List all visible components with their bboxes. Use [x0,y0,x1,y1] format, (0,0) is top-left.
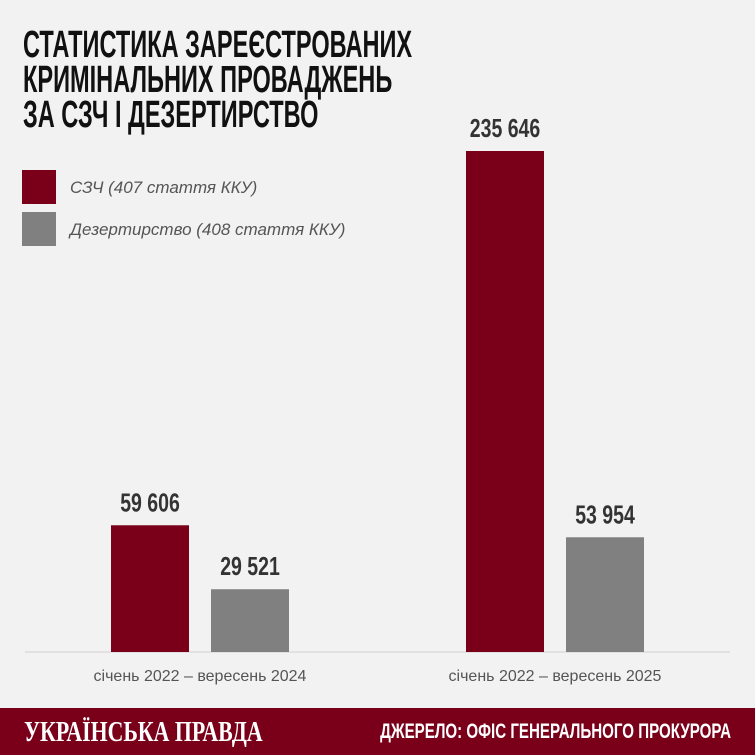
footer-brand-group: УКРАЇНСЬКА ПРАВДА [24,718,263,748]
chart-title-group: СТАТИСТИКА ЗАРЕЄСТРОВАНИХ [23,22,412,65]
chart-title: ЗА СЗЧ І ДЕЗЕРТИРСТВО [23,92,318,135]
value-label: 29 521 [220,551,280,580]
value-label-group: 53 954 [575,500,635,529]
x-tick-label: січень 2022 – вересень 2025 [449,668,662,685]
footer-band [0,708,755,755]
legend-swatch [22,212,56,246]
chart-title: СТАТИСТИКА ЗАРЕЄСТРОВАНИХ [23,22,412,65]
value-label-group: 29 521 [220,551,280,580]
bar [566,537,644,652]
bar [111,525,189,652]
x-tick-label: січень 2022 – вересень 2024 [94,668,307,685]
value-label-group: 235 646 [470,113,540,142]
value-label-group: 59 606 [120,488,180,517]
footer-source-group: ДЖЕРЕЛО: ОФІС ГЕНЕРАЛЬНОГО ПРОКУРОРА [380,718,731,742]
bar [211,589,289,652]
legend-label: СЗЧ (407 стаття ККУ) [70,178,257,197]
bar [466,151,544,652]
footer-source: ДЖЕРЕЛО: ОФІС ГЕНЕРАЛЬНОГО ПРОКУРОРА [380,718,731,742]
chart-title-group: КРИМІНАЛЬНИХ ПРОВАДЖЕНЬ [23,57,392,100]
value-label: 53 954 [575,500,635,529]
legend-label: Дезертирство (408 стаття ККУ) [68,220,345,239]
legend-swatch [22,170,56,204]
value-label: 59 606 [120,488,180,517]
footer-brand: УКРАЇНСЬКА ПРАВДА [24,718,263,748]
chart-title: КРИМІНАЛЬНИХ ПРОВАДЖЕНЬ [23,57,392,100]
chart-title-group: ЗА СЗЧ І ДЕЗЕРТИРСТВО [23,92,318,135]
value-label: 235 646 [470,113,540,142]
